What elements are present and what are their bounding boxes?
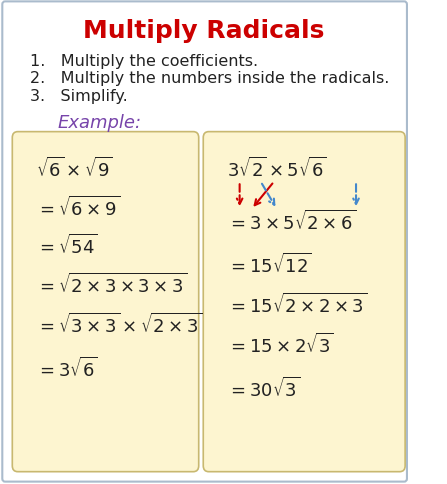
Text: $=\sqrt{2\times3\times3\times3}$: $=\sqrt{2\times3\times3\times3}$: [36, 272, 187, 296]
Text: 2.   Multiply the numbers inside the radicals.: 2. Multiply the numbers inside the radic…: [30, 71, 390, 86]
Text: 3.   Simplify.: 3. Simplify.: [30, 89, 128, 104]
Text: $=\sqrt{6\times9}$: $=\sqrt{6\times9}$: [36, 196, 120, 220]
Text: $=15\times2\sqrt{3}$: $=15\times2\sqrt{3}$: [227, 332, 334, 356]
Text: $=30\sqrt{3}$: $=30\sqrt{3}$: [227, 376, 300, 400]
Text: $=3\times5\sqrt{2\times6}$: $=3\times5\sqrt{2\times6}$: [227, 210, 356, 234]
Text: $=\sqrt{3\times3}\times\sqrt{2\times3}$: $=\sqrt{3\times3}\times\sqrt{2\times3}$: [36, 312, 202, 336]
Text: $=15\sqrt{12}$: $=15\sqrt{12}$: [227, 252, 312, 276]
Text: Example:: Example:: [58, 113, 142, 132]
FancyBboxPatch shape: [13, 132, 199, 472]
Text: $\sqrt{6}\times\sqrt{9}$: $\sqrt{6}\times\sqrt{9}$: [36, 156, 113, 180]
Text: 1.   Multiply the coefficients.: 1. Multiply the coefficients.: [30, 53, 259, 68]
Text: $=\sqrt{54}$: $=\sqrt{54}$: [36, 233, 98, 257]
Text: Multiply Radicals: Multiply Radicals: [84, 19, 325, 43]
Text: $=15\sqrt{2\times2\times3}$: $=15\sqrt{2\times2\times3}$: [227, 292, 367, 316]
Text: $3\sqrt{2}\times5\sqrt{6}$: $3\sqrt{2}\times5\sqrt{6}$: [227, 156, 327, 180]
Text: $=3\sqrt{6}$: $=3\sqrt{6}$: [36, 356, 98, 380]
FancyBboxPatch shape: [203, 132, 405, 472]
FancyBboxPatch shape: [2, 2, 407, 482]
